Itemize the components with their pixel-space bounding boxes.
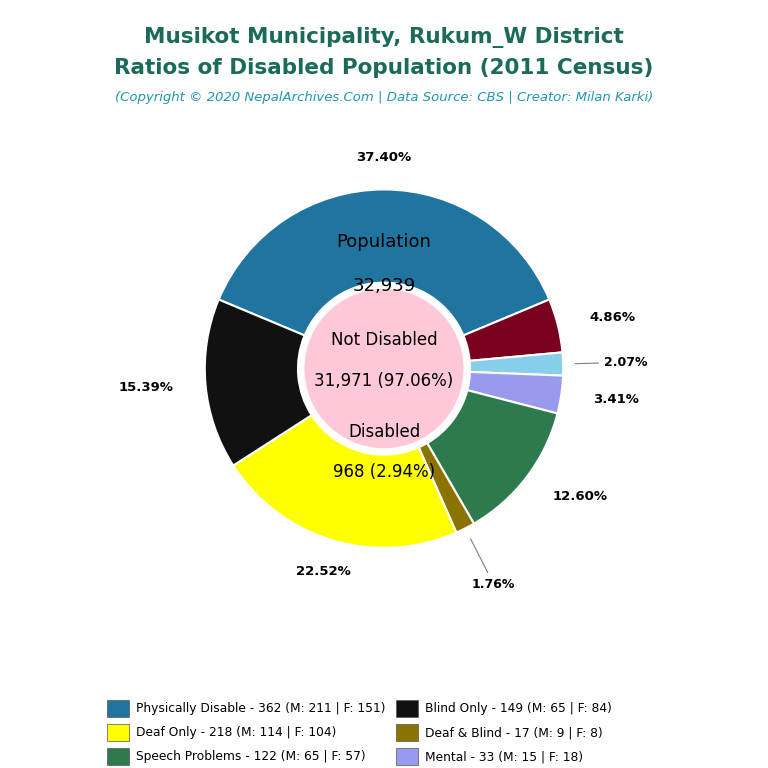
Wedge shape — [205, 300, 312, 465]
Wedge shape — [233, 415, 456, 548]
Text: 37.40%: 37.40% — [356, 151, 412, 164]
Wedge shape — [419, 443, 474, 532]
Wedge shape — [427, 390, 558, 524]
Text: 2.07%: 2.07% — [575, 356, 647, 369]
Legend: Physically Disable - 362 (M: 211 | F: 151), Deaf Only - 218 (M: 114 | F: 104), S: Physically Disable - 362 (M: 211 | F: 15… — [104, 696, 664, 768]
Text: Disabled: Disabled — [348, 422, 420, 441]
Text: 968 (2.94%): 968 (2.94%) — [333, 463, 435, 482]
Text: 22.52%: 22.52% — [296, 564, 350, 578]
Circle shape — [305, 290, 463, 448]
Text: Ratios of Disabled Population (2011 Census): Ratios of Disabled Population (2011 Cens… — [114, 58, 654, 78]
Wedge shape — [219, 190, 549, 336]
Text: 4.86%: 4.86% — [589, 311, 635, 324]
Text: 1.76%: 1.76% — [471, 539, 515, 591]
Text: 32,939: 32,939 — [353, 277, 415, 295]
Text: 15.39%: 15.39% — [118, 381, 174, 394]
Text: Musikot Municipality, Rukum_W District: Musikot Municipality, Rukum_W District — [144, 27, 624, 48]
Text: 31,971 (97.06%): 31,971 (97.06%) — [314, 372, 454, 390]
Wedge shape — [467, 372, 563, 413]
Text: 3.41%: 3.41% — [593, 393, 639, 406]
Wedge shape — [463, 300, 562, 361]
Wedge shape — [470, 353, 563, 376]
Text: Population: Population — [336, 233, 432, 251]
Text: Not Disabled: Not Disabled — [331, 331, 437, 349]
Text: (Copyright © 2020 NepalArchives.Com | Data Source: CBS | Creator: Milan Karki): (Copyright © 2020 NepalArchives.Com | Da… — [115, 91, 653, 104]
Text: 12.60%: 12.60% — [552, 490, 607, 503]
